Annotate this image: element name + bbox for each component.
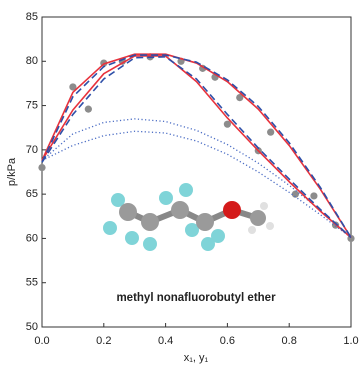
data-point — [267, 129, 274, 136]
y-tick-label: 70 — [26, 144, 38, 156]
x-tick-label: 1.0 — [343, 335, 358, 347]
data-point — [85, 106, 92, 113]
molecule — [103, 183, 274, 251]
series-line — [42, 57, 351, 238]
y-tick-label: 60 — [26, 232, 38, 244]
y-tick-label: 55 — [26, 277, 38, 289]
y-tick-label: 50 — [26, 321, 38, 333]
chart: methyl nonafluorobutyl ether p/kPa x₁, y… — [0, 0, 363, 369]
x-axis-label: x₁, y₁ — [184, 352, 209, 364]
y-tick-label: 75 — [26, 99, 38, 111]
annotation: methyl nonafluorobutyl ether — [116, 292, 276, 304]
data-point — [38, 164, 45, 171]
x-tick-label: 0.4 — [158, 335, 173, 347]
y-tick-label: 80 — [26, 55, 38, 67]
y-tick-label: 85 — [26, 11, 38, 23]
y-axis-label: p/kPa — [6, 157, 18, 186]
data-point — [310, 192, 317, 199]
x-tick-label: 0.2 — [96, 335, 111, 347]
x-tick-label: 0.0 — [34, 335, 49, 347]
series-line — [42, 56, 351, 238]
x-tick-label: 0.6 — [220, 335, 235, 347]
x-tick-label: 0.8 — [282, 335, 297, 347]
y-tick-label: 65 — [26, 188, 38, 200]
